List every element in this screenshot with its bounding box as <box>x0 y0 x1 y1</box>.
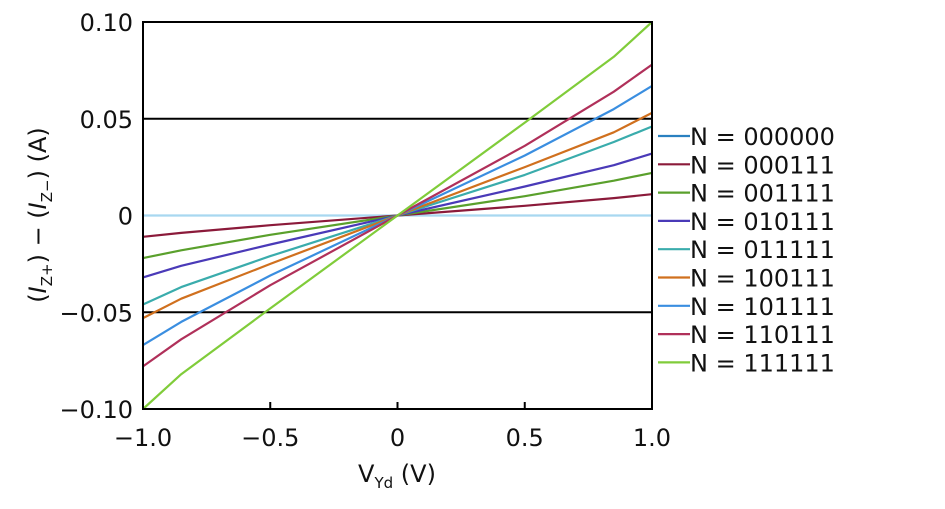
legend-label: N = 001111 <box>690 180 835 208</box>
axis-ticks: −1.0 −0.5 0 0.5 1.0 0.10 0.05 0 −0.05 −0.10 <box>59 9 671 452</box>
x-tick-label: 1.0 <box>633 424 671 452</box>
legend-label: N = 100111 <box>690 265 835 293</box>
legend-label: N = 010111 <box>690 208 835 236</box>
x-tick-label: −1.0 <box>114 424 172 452</box>
legend-label: N = 011111 <box>690 236 835 264</box>
x-tick-label: 0.5 <box>506 424 544 452</box>
y-tick-label: 0.05 <box>80 106 133 134</box>
y-tick-label: 0 <box>118 203 133 231</box>
series-lines <box>142 21 653 410</box>
legend-label: N = 000111 <box>690 151 835 179</box>
legend-label: N = 000000 <box>690 123 835 151</box>
y-tick-label: 0.10 <box>80 9 133 37</box>
y-tick-label: −0.05 <box>59 299 133 327</box>
y-tick-label: −0.10 <box>59 396 133 424</box>
x-axis-label: VYd (V) <box>358 460 436 492</box>
series-line <box>142 21 653 410</box>
legend-label: N = 111111 <box>690 349 835 377</box>
y-axis-label: (IZ+) − (IZ−) (A) <box>24 127 56 302</box>
x-tick-label: 0 <box>390 424 405 452</box>
legend-label: N = 110111 <box>690 321 835 349</box>
legend-label: N = 101111 <box>690 293 835 321</box>
x-tick-label: −0.5 <box>241 424 299 452</box>
